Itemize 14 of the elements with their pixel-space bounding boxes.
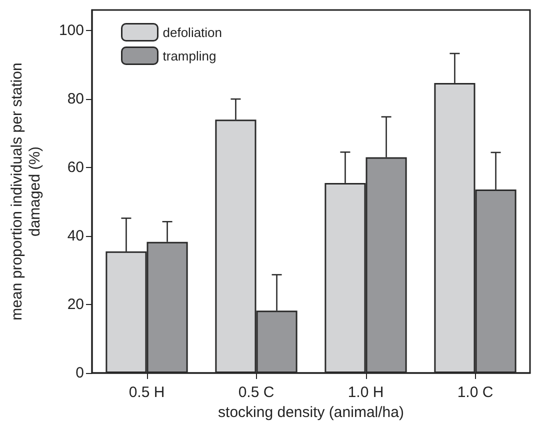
- y-tick-label: 0: [76, 364, 84, 382]
- legend-label: defoliation: [162, 24, 222, 40]
- y-tick-label: 60: [67, 159, 84, 176]
- y-tick-label: 80: [67, 90, 84, 108]
- x-tick-label: 1.0 H: [348, 384, 384, 401]
- y-tick-label: 40: [67, 228, 84, 245]
- x-tick-label: 0.5 C: [238, 384, 274, 401]
- y-tick-label: 100: [58, 22, 84, 40]
- x-axis-title: stocking density (animal/ha): [218, 404, 404, 421]
- x-tick-label: 1.0 C: [457, 384, 494, 401]
- x-tick-label: 0.5 H: [128, 384, 165, 401]
- legend-label: trampling: [162, 48, 216, 64]
- y-axis-title: mean proportion individuals per station damaged (%): [8, 62, 44, 320]
- y-tick-label: 20: [67, 296, 84, 314]
